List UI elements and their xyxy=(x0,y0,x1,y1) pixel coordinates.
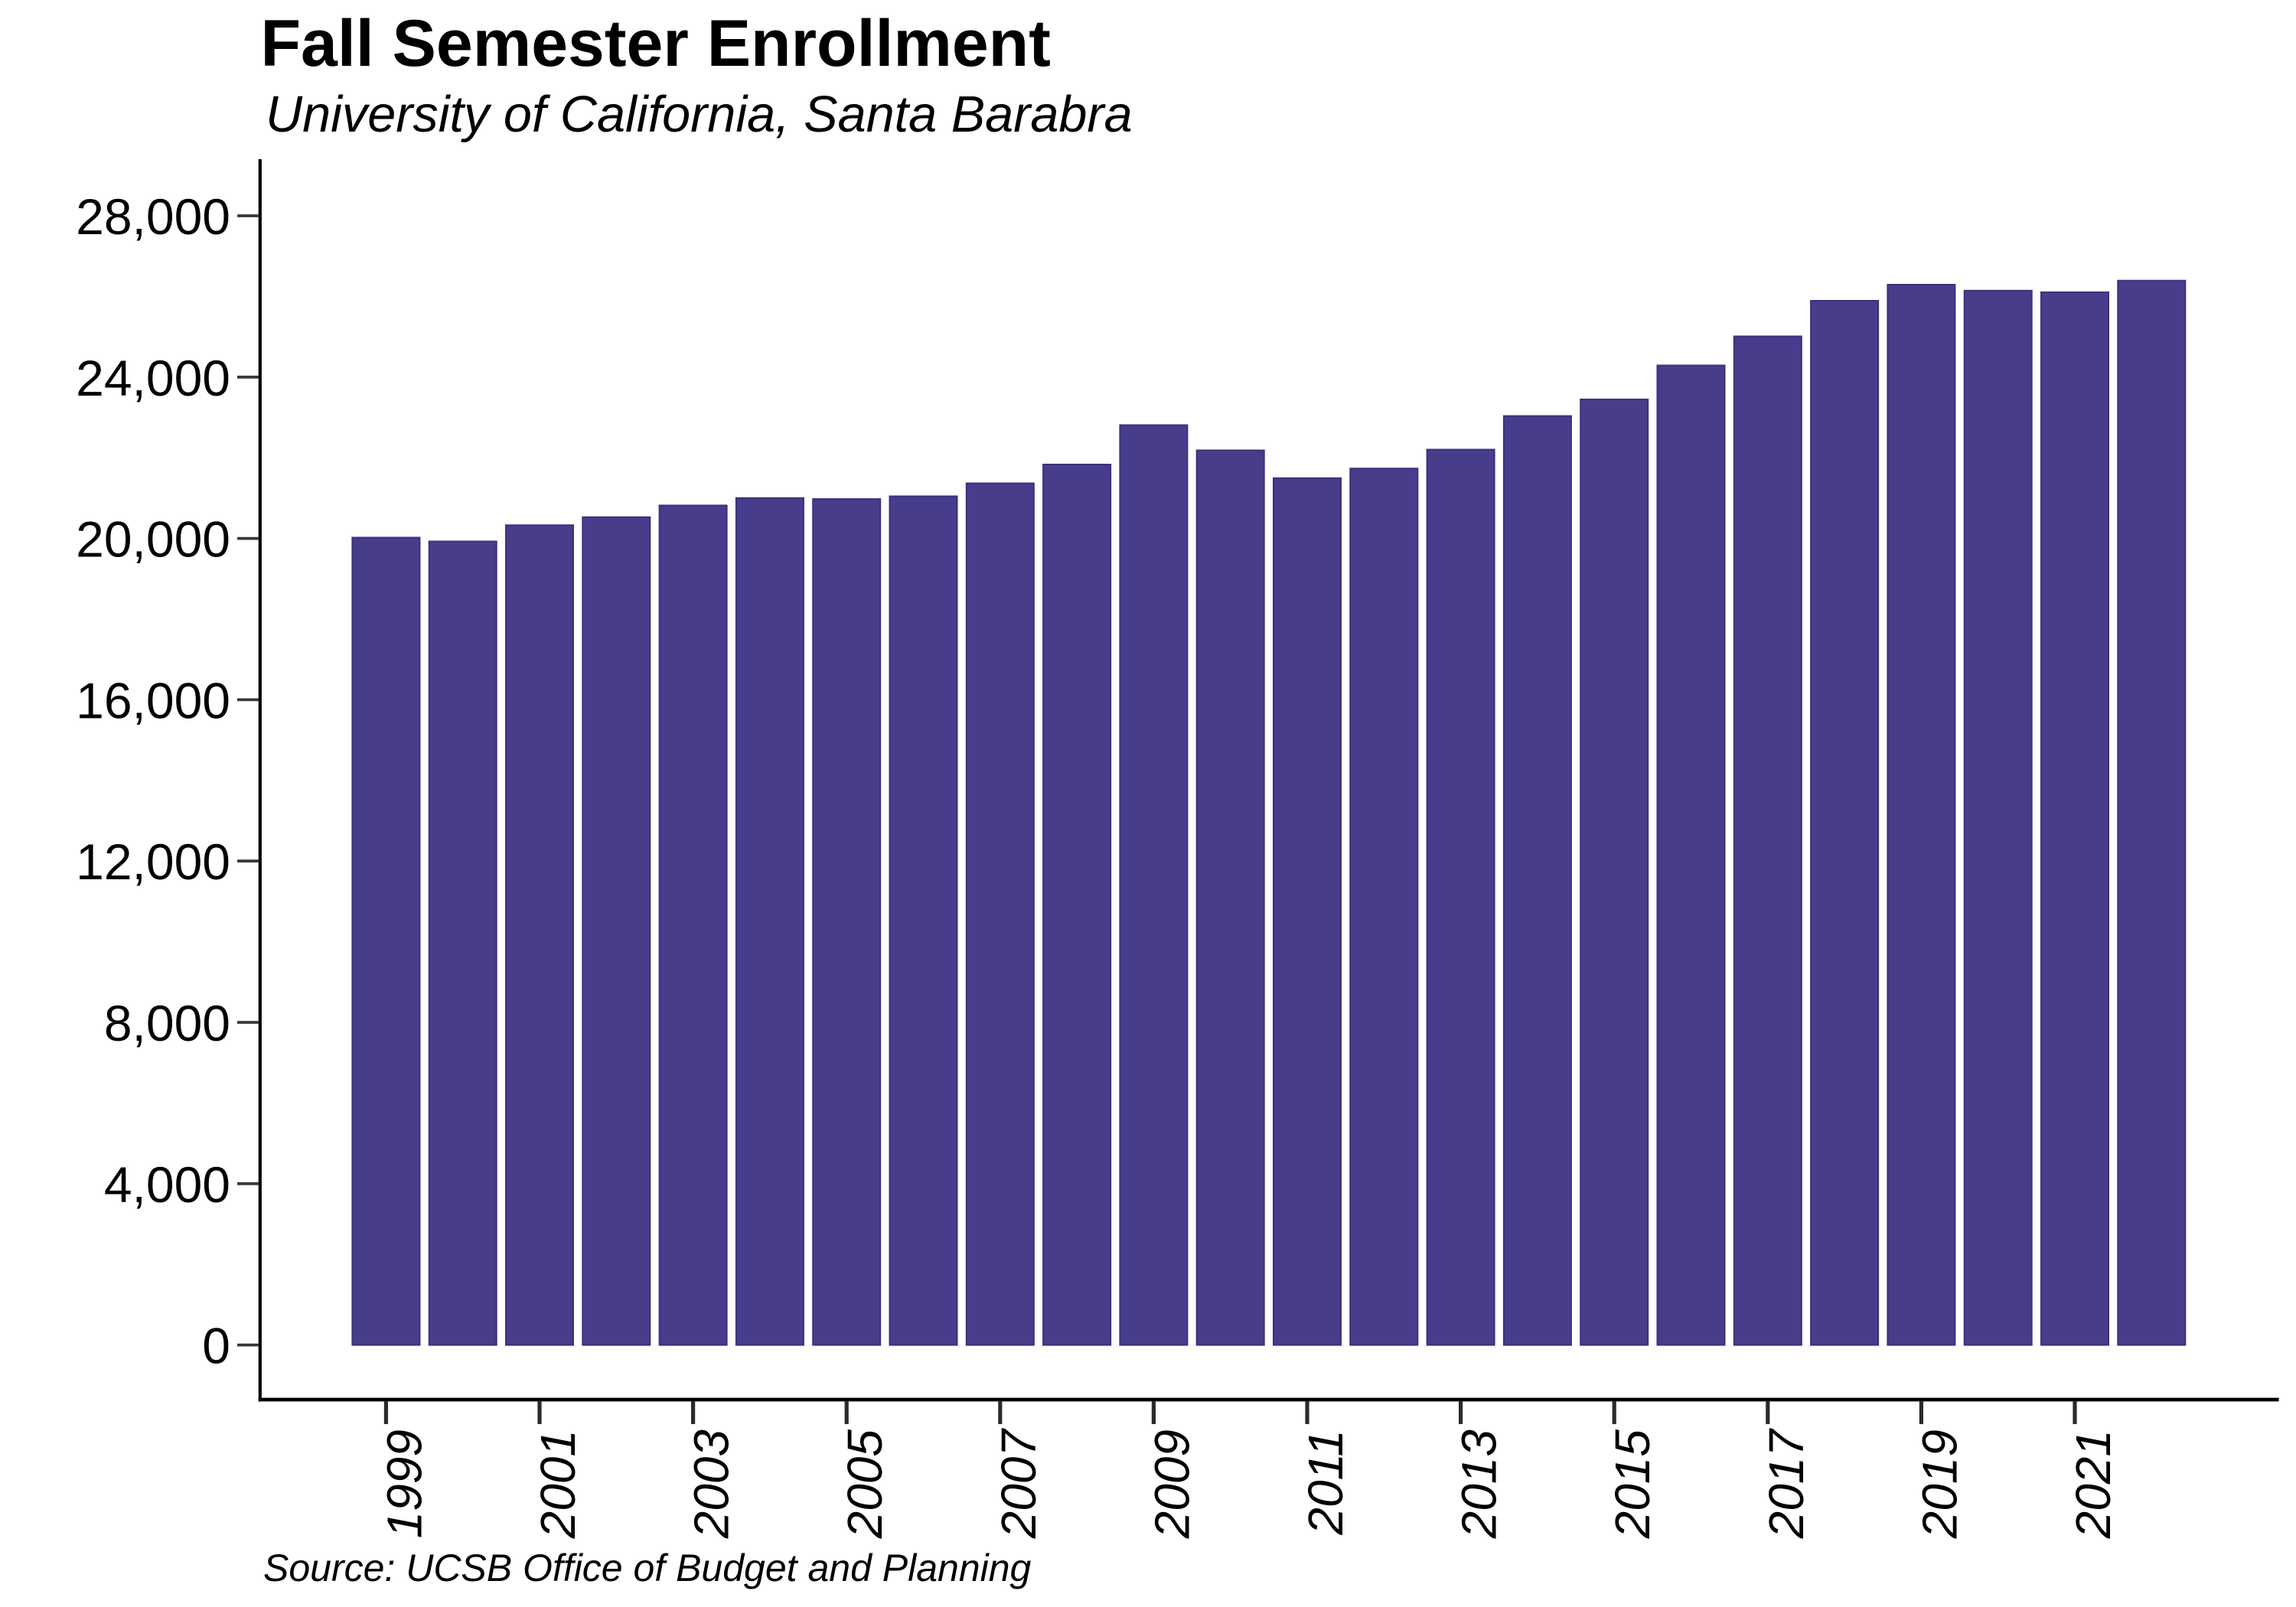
svg-text:2001: 2001 xyxy=(530,1429,585,1539)
svg-text:4,000: 4,000 xyxy=(104,1156,230,1213)
svg-text:1999: 1999 xyxy=(377,1429,432,1538)
svg-text:2003: 2003 xyxy=(684,1429,739,1540)
svg-text:University of California, Sant: University of California, Santa Barabra xyxy=(266,86,1133,143)
svg-text:20,000: 20,000 xyxy=(76,511,230,568)
svg-text:2021: 2021 xyxy=(2066,1429,2121,1539)
svg-text:28,000: 28,000 xyxy=(76,188,230,245)
svg-text:2011: 2011 xyxy=(1298,1429,1353,1536)
svg-text:2009: 2009 xyxy=(1144,1429,1199,1539)
svg-text:24,000: 24,000 xyxy=(76,350,230,406)
svg-text:16,000: 16,000 xyxy=(76,672,230,729)
svg-text:0: 0 xyxy=(202,1318,230,1374)
svg-text:2019: 2019 xyxy=(1912,1429,1967,1539)
svg-text:12,000: 12,000 xyxy=(76,833,230,890)
svg-text:2017: 2017 xyxy=(1759,1428,1814,1540)
svg-text:2007: 2007 xyxy=(991,1428,1046,1540)
svg-text:2013: 2013 xyxy=(1452,1429,1507,1540)
svg-text:2015: 2015 xyxy=(1605,1429,1660,1540)
svg-text:Fall Semester Enrollment: Fall Semester Enrollment xyxy=(261,7,1051,80)
svg-text:8,000: 8,000 xyxy=(104,995,230,1051)
svg-text:Source: UCSB Office of Budget: Source: UCSB Office of Budget and Planni… xyxy=(263,1547,1032,1589)
svg-text:2005: 2005 xyxy=(837,1429,892,1540)
